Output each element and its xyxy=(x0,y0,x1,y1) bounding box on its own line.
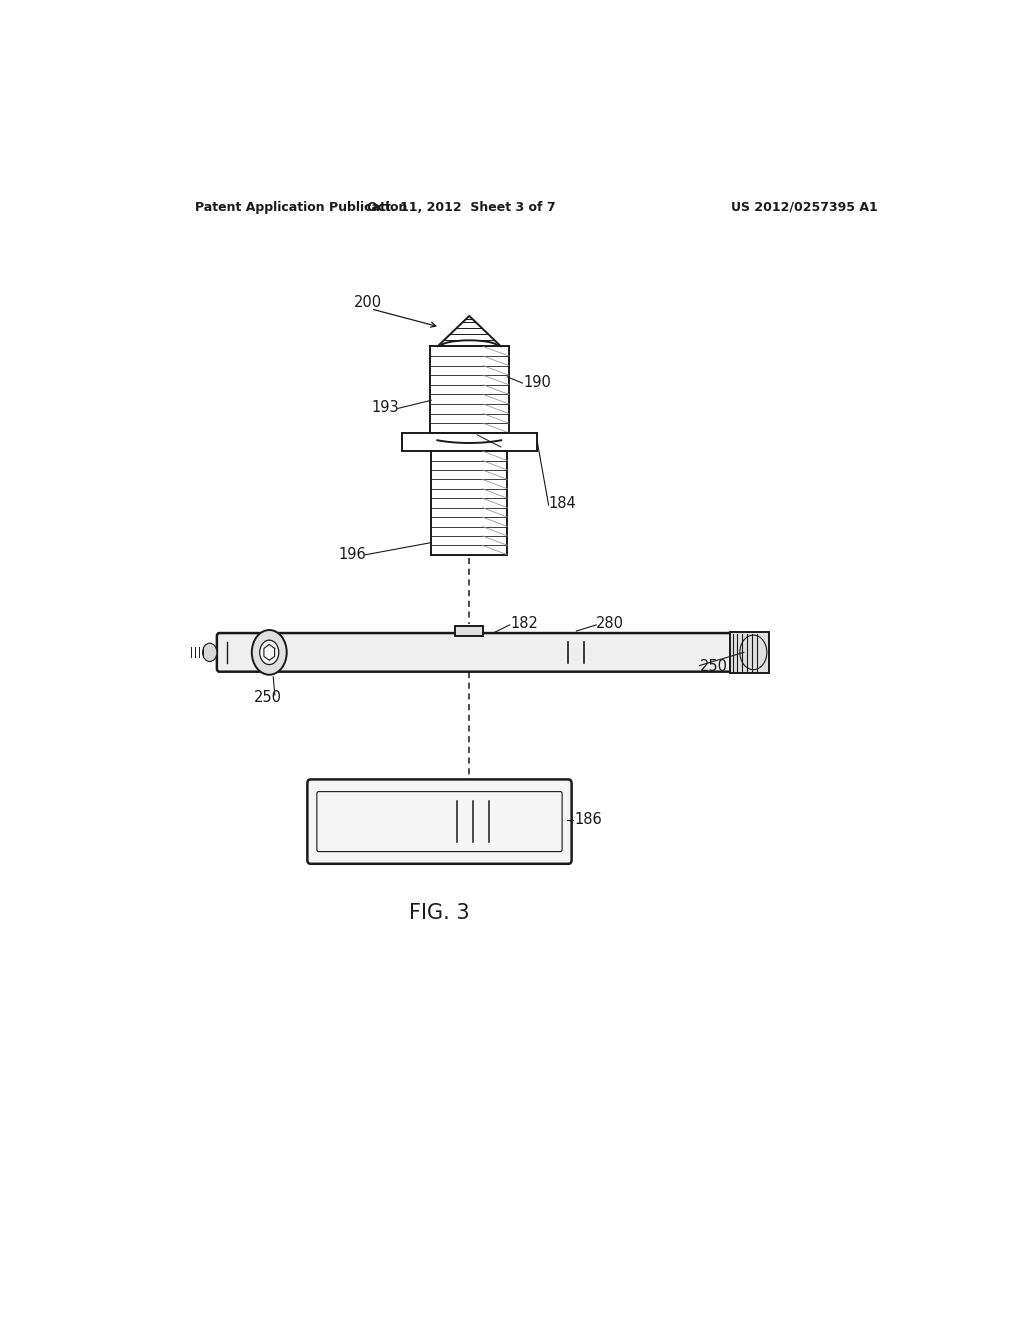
FancyBboxPatch shape xyxy=(307,779,571,863)
Text: 190: 190 xyxy=(523,375,551,389)
Text: 200: 200 xyxy=(354,296,382,310)
Text: 193: 193 xyxy=(372,400,399,414)
Text: 280: 280 xyxy=(596,616,625,631)
Text: 250: 250 xyxy=(699,659,727,675)
Text: 186: 186 xyxy=(574,812,602,826)
Text: 250: 250 xyxy=(253,689,282,705)
Bar xyxy=(456,626,483,636)
Text: US 2012/0257395 A1: US 2012/0257395 A1 xyxy=(731,201,878,214)
FancyBboxPatch shape xyxy=(217,634,733,672)
Text: 196: 196 xyxy=(338,548,366,562)
Text: Oct. 11, 2012  Sheet 3 of 7: Oct. 11, 2012 Sheet 3 of 7 xyxy=(367,201,556,214)
Circle shape xyxy=(203,643,217,661)
Text: 182: 182 xyxy=(511,616,539,631)
Circle shape xyxy=(260,640,279,664)
Circle shape xyxy=(252,630,287,675)
Text: 184: 184 xyxy=(549,496,577,511)
Text: FIG. 3: FIG. 3 xyxy=(409,903,469,923)
Bar xyxy=(729,632,769,673)
Text: Patent Application Publication: Patent Application Publication xyxy=(196,201,408,214)
